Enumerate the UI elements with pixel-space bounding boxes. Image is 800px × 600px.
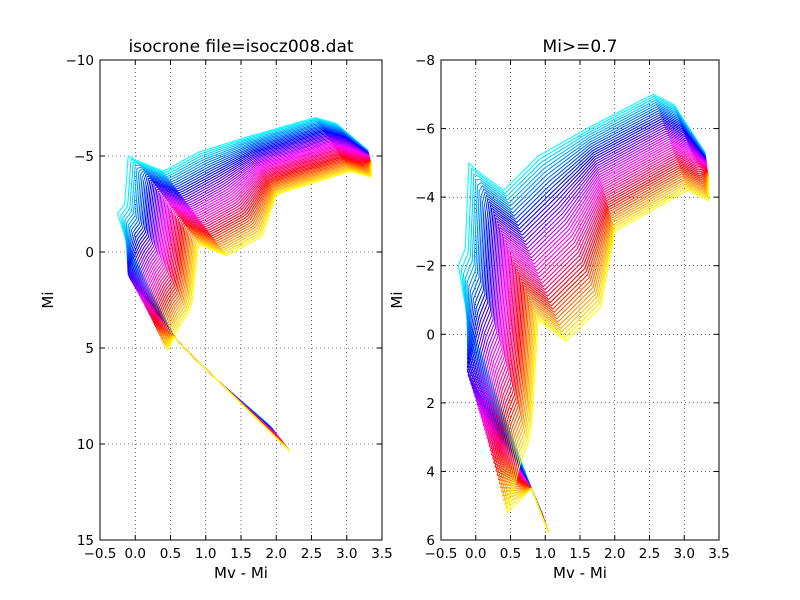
y-tick-label: 5: [85, 341, 94, 357]
right-ticks: −0.5 0.0 0.5 1.0 1.5 2.0 2.5 3.0 3.5 −8 −6 −4 −2 0 2 4 6: [415, 53, 730, 562]
isochrone-line: [487, 154, 708, 526]
y-tick-label: 10: [77, 437, 94, 453]
y-tick-label: −4: [415, 190, 435, 206]
left-x-axis-label: Mv - Mi: [214, 564, 268, 582]
x-tick-label: −0.5: [84, 546, 117, 562]
y-tick-label: 2: [426, 396, 435, 412]
y-tick-label: 0: [85, 245, 94, 261]
isochrone-line: [493, 165, 709, 529]
y-tick-label: −8: [415, 53, 435, 69]
isochrone-line: [498, 172, 709, 531]
isochrone-line: [466, 109, 707, 517]
isochrone-line: [478, 138, 708, 523]
x-tick-label: 3.0: [674, 546, 695, 562]
isochrone-line: [483, 148, 708, 525]
isochrone-line: [497, 172, 709, 530]
isochrone-line: [471, 128, 707, 521]
isochrone-line: [166, 163, 372, 453]
isochrone-line: [481, 144, 708, 524]
isochrone-line: [500, 173, 709, 532]
isochrone-line: [466, 116, 707, 518]
isochrone-line: [485, 150, 708, 525]
isochrone-line: [502, 174, 709, 533]
isochrone-line: [474, 132, 707, 522]
x-tick-label: 3.5: [371, 546, 392, 562]
x-tick-label: 0.5: [500, 546, 521, 562]
isochrone-line: [492, 163, 708, 528]
x-tick-label: 0.5: [160, 546, 181, 562]
x-tick-label: −0.5: [425, 546, 458, 562]
isochrone-line: [505, 176, 710, 534]
x-tick-label: 2.0: [266, 546, 287, 562]
x-tick-label: 2.5: [301, 546, 322, 562]
isochrone-line: [488, 156, 708, 527]
y-tick-label: 4: [426, 464, 435, 480]
isochrone-line: [466, 112, 707, 517]
x-tick-label: 3.0: [336, 546, 357, 562]
y-tick-label: −10: [66, 53, 95, 69]
y-tick-label: −6: [415, 122, 435, 138]
y-tick-label: 15: [77, 533, 94, 549]
isochrone-line: [470, 126, 707, 520]
isochrone-line: [466, 118, 707, 519]
isochrone-line: [480, 142, 708, 524]
isochrone-line: [495, 169, 709, 529]
isochrone-line: [479, 140, 708, 523]
x-tick-label: 1.5: [569, 546, 590, 562]
isochrone-line: [482, 146, 708, 525]
right-isochrone-lines: [457, 93, 710, 534]
isochrone-line: [499, 173, 709, 531]
left-y-axis-label: Mi: [39, 291, 57, 308]
isochrone-line: [504, 175, 709, 533]
x-tick-label: 1.0: [535, 546, 556, 562]
left-chart-title: isocrone file=isocz008.dat: [128, 37, 353, 57]
isochrone-line: [490, 161, 708, 528]
y-tick-label: 0: [426, 327, 435, 343]
right-y-axis-label: Mi: [388, 291, 406, 308]
x-tick-label: 2.0: [604, 546, 625, 562]
isochrone-line: [501, 174, 709, 532]
isochrone-line: [486, 152, 708, 526]
isochrone-line: [489, 158, 708, 527]
x-tick-label: 0.0: [465, 546, 486, 562]
isochrone-line: [505, 176, 710, 533]
x-tick-label: 0.0: [125, 546, 146, 562]
left-panel: −0.5 0.0 0.5 1.0 1.5 2.0 2.5 3.0 3.5−10−5051015 …: [39, 37, 393, 582]
isochrone-line: [469, 124, 707, 520]
x-tick-label: 1.0: [195, 546, 216, 562]
isochrone-line: [466, 120, 707, 519]
right-x-axis-label: Mv - Mi: [553, 564, 607, 582]
isochrone-line: [467, 122, 707, 519]
right-chart-title: Mi>=0.7: [543, 37, 618, 57]
y-tick-label: 6: [426, 533, 435, 549]
y-tick-label: −2: [415, 259, 435, 275]
isochrone-line: [494, 167, 709, 529]
y-tick-label: −5: [74, 149, 94, 165]
left-ticks: −0.5 0.0 0.5 1.0 1.5 2.0 2.5 3.0 3.5 −10 −5 0 5 10 15: [66, 53, 393, 562]
isochrone-line: [472, 130, 707, 521]
x-tick-label: 2.5: [639, 546, 660, 562]
isochrone-line: [466, 114, 707, 518]
right-panel: −0.5 0.0 0.5 1.0 1.5 2.0 2.5 3.0 3.5 −8 −6 −4 −2 0 2 4 6…: [388, 37, 730, 582]
isochrone-line: [475, 134, 707, 522]
isochrone-line: [496, 171, 709, 530]
x-tick-label: 1.5: [230, 546, 251, 562]
isochrone-line: [476, 136, 708, 523]
x-tick-label: 3.5: [708, 546, 729, 562]
left-isochrone-lines: [117, 117, 372, 453]
